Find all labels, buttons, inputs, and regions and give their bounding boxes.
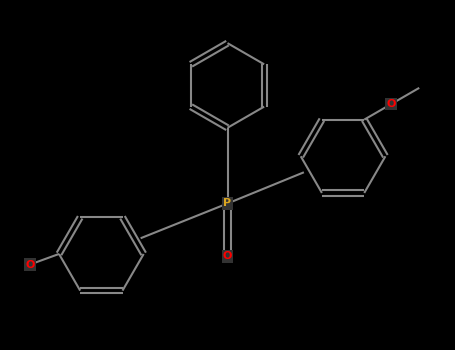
Text: O: O: [386, 99, 396, 109]
Text: P: P: [223, 198, 232, 209]
Text: O: O: [25, 260, 35, 270]
Text: O: O: [223, 251, 232, 261]
